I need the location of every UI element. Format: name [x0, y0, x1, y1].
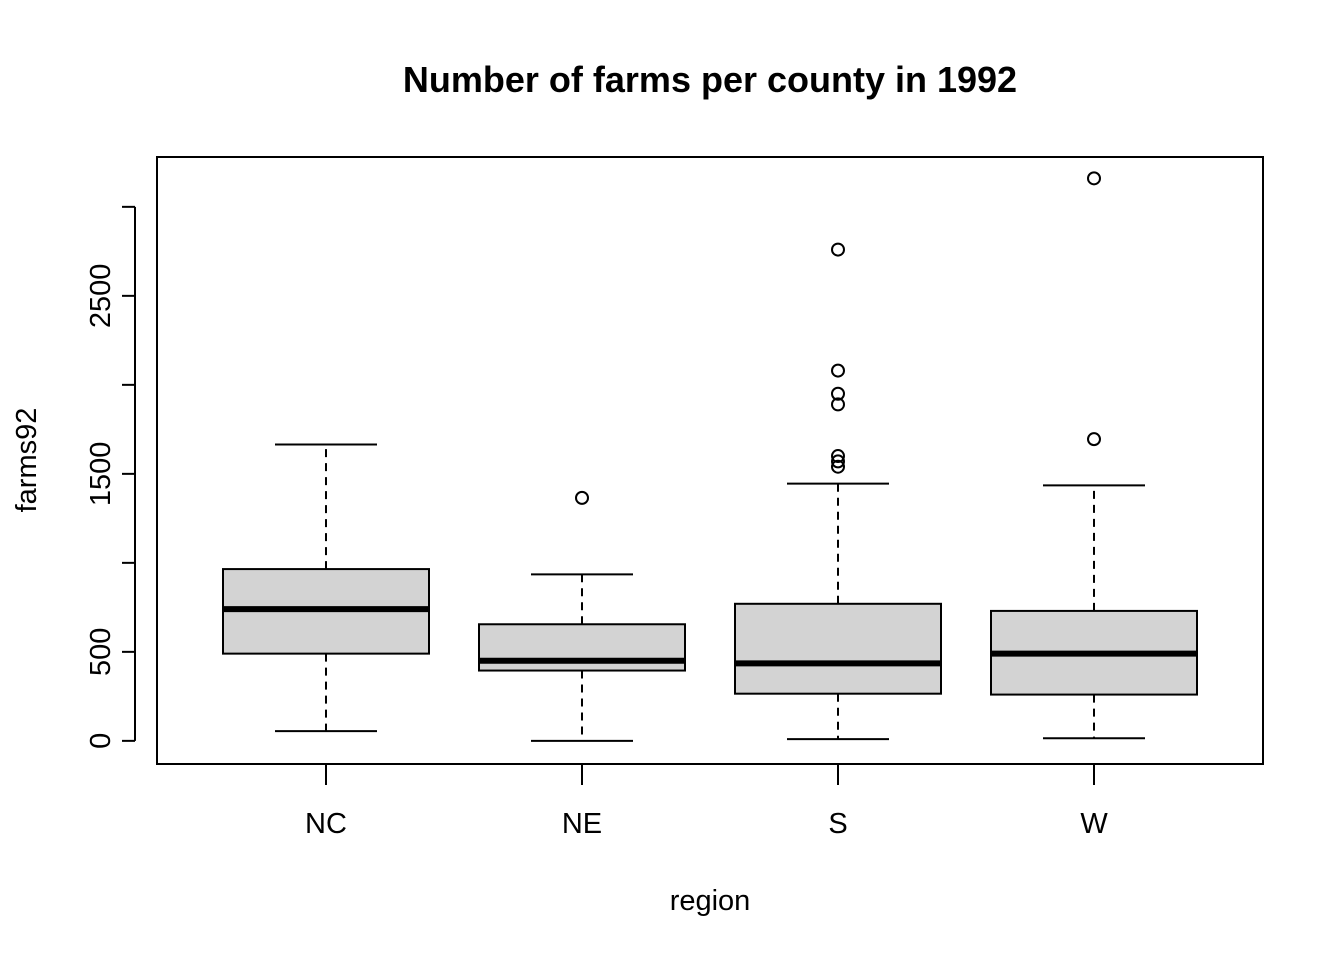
outlier-point [831, 454, 845, 469]
y-axis-label: farms92 [11, 408, 43, 513]
y-tick-label: 1500 [85, 442, 117, 507]
y-tick-label: 2500 [85, 264, 117, 329]
outlier-point [831, 386, 845, 401]
outlier-point [831, 242, 845, 257]
y-tick-label: 500 [85, 628, 117, 676]
outlier-point [1087, 171, 1101, 186]
outlier-point [575, 490, 589, 505]
chart-marks: 0 500 1500 2500 NC NE S W [85, 171, 1198, 840]
outlier-point [1087, 432, 1101, 447]
chart-title: Number of farms per county in 1992 [403, 59, 1017, 100]
x-tick-label: NC [305, 808, 347, 840]
x-tick-label: W [1080, 808, 1108, 840]
x-tick-label: NE [562, 808, 602, 840]
y-tick-label: 0 [85, 733, 117, 749]
outlier-point [831, 449, 845, 464]
x-tick-label: S [828, 808, 847, 840]
plot-frame [156, 156, 1264, 765]
outlier-point [831, 397, 845, 412]
x-axis-label: region [670, 885, 751, 917]
iqr-box [734, 602, 942, 695]
outlier-point [831, 459, 845, 474]
outlier-point [831, 363, 845, 378]
